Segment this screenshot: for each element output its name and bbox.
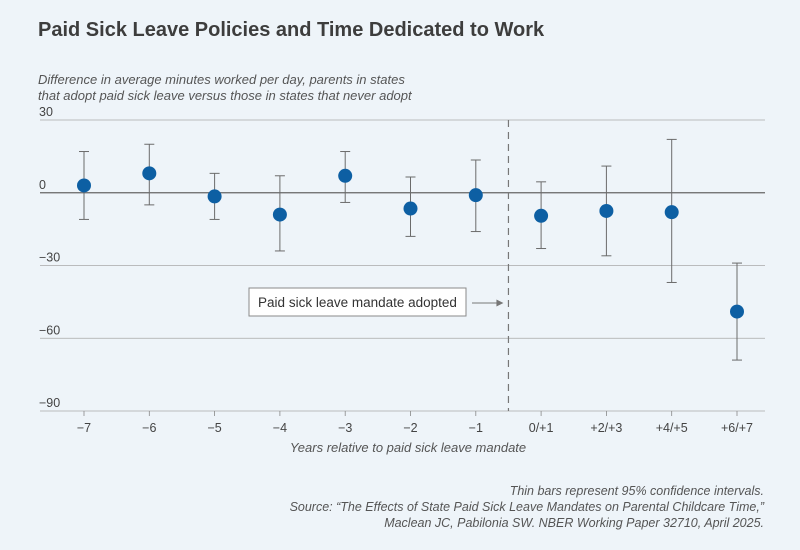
y-tick-label: 30 — [39, 105, 53, 119]
chart-footer: Thin bars represent 95% confidence inter… — [290, 483, 764, 531]
data-point — [730, 304, 744, 319]
data-point — [272, 207, 287, 222]
errorbar-layer — [79, 138, 742, 361]
footer-note: Thin bars represent 95% confidence inter… — [509, 484, 764, 498]
x-tick-label: 0/+1 — [529, 421, 554, 435]
data-point — [142, 166, 157, 181]
data-point — [534, 208, 549, 223]
subtitle-line-2: that adopt paid sick leave versus those … — [38, 88, 412, 103]
y-tick-label: 0 — [39, 178, 46, 192]
x-tick-label: −5 — [207, 421, 221, 435]
y-tick-label: −60 — [39, 323, 60, 337]
x-tick-label: +6/+7 — [721, 421, 753, 435]
footer-source-line-1: Source: “The Effects of State Paid Sick … — [289, 500, 764, 514]
x-tick-label: −1 — [469, 421, 483, 435]
footer-source-line-2: Maclean JC, Pabilonia SW. NBER Working P… — [384, 516, 764, 530]
x-tick-label: +4/+5 — [656, 421, 688, 435]
data-point — [599, 203, 614, 218]
data-point — [664, 205, 679, 220]
x-tick-label: −4 — [273, 421, 287, 435]
chart-title: Paid Sick Leave Policies and Time Dedica… — [38, 19, 545, 41]
grid-layer — [40, 119, 765, 412]
subtitle-line-1: Difference in average minutes worked per… — [38, 72, 405, 87]
data-point — [403, 201, 418, 216]
data-point — [338, 168, 353, 183]
y-tick-label: −90 — [39, 396, 60, 410]
annotation-layer: Paid sick leave mandate adopted — [248, 287, 504, 317]
data-point — [468, 188, 483, 203]
x-tick-label: −3 — [338, 421, 352, 435]
data-point — [77, 178, 91, 193]
chart-subtitle: Difference in average minutes worked per… — [38, 72, 412, 104]
x-tick-label: +2/+3 — [590, 421, 622, 435]
y-tick-label: −30 — [39, 251, 60, 265]
x-tick-label: −7 — [77, 421, 91, 435]
tick-layer: 30 0 −30 −60 −90 −7 −6 −5 −4 −3 −2 −1 0/+1 +2/+3 +4/+5… — [39, 105, 753, 455]
data-point — [207, 189, 222, 204]
x-tick-label: −2 — [403, 421, 417, 435]
point-layer — [77, 166, 744, 319]
x-tick-label: −6 — [142, 421, 156, 435]
annotation-arrowhead — [496, 299, 504, 307]
annotation-label: Paid sick leave mandate adopted — [258, 295, 457, 310]
x-axis-label: Years relative to paid sick leave mandat… — [290, 440, 526, 455]
annotation-box — [248, 287, 467, 317]
